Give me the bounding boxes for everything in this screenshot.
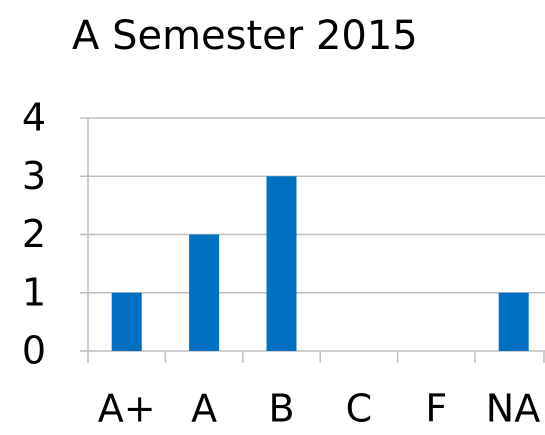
x-tick-label: A	[191, 387, 217, 431]
x-tick-label: C	[346, 387, 373, 431]
chart-title: A Semester 2015	[72, 13, 418, 59]
x-tick-label: F	[425, 387, 447, 431]
bar	[266, 176, 297, 351]
x-tick-label: A+	[98, 387, 156, 431]
y-tick-label: 0	[22, 329, 46, 373]
y-tick-label: 4	[22, 96, 46, 140]
bar	[498, 292, 529, 351]
bar	[189, 234, 220, 351]
y-tick-label: 3	[22, 154, 46, 198]
x-tick-label: B	[268, 387, 294, 431]
y-tick-label: 2	[22, 212, 46, 256]
x-tick-label: NA	[486, 387, 540, 431]
bar	[111, 292, 142, 351]
y-tick-label: 1	[22, 270, 46, 314]
